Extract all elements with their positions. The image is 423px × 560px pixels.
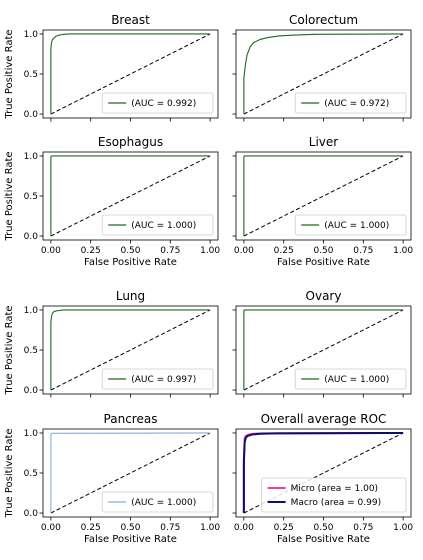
legend-box <box>261 477 407 513</box>
legend-label: Micro (area = 1.00) <box>291 484 378 494</box>
x-tick-label: 0.25 <box>274 246 294 256</box>
legend-label: (AUC = 0.992) <box>131 99 196 109</box>
subplot-lung: Lung 0.0 0.5 1.0 True Positive Rate (AUC = 0.… <box>4 289 219 398</box>
legend-box <box>294 368 407 390</box>
chance-line <box>50 33 211 115</box>
x-tick-label: 0.25 <box>81 523 101 533</box>
subplot-title: Overall average ROC <box>261 412 387 426</box>
legend-label: (AUC = 1.000) <box>324 221 389 231</box>
x-tick-label: 0.25 <box>81 246 101 256</box>
x-tick-label: 0.50 <box>313 523 333 533</box>
legend-label: (AUC = 1.000) <box>131 498 196 508</box>
subplot-liver: Liver 0.00 0.25 0.50 0.75 1.00 False Positive … <box>232 135 413 268</box>
legend-label: Macro (area = 0.99) <box>291 498 382 508</box>
roc-curve-1 <box>243 33 404 115</box>
subplot-title: Breast <box>111 13 150 27</box>
y-tick-label: 0.0 <box>24 509 39 519</box>
x-axis-label: False Positive Rate <box>277 534 370 545</box>
roc-curve-1 <box>243 309 404 391</box>
y-tick-label: 1.0 <box>24 152 39 162</box>
y-axis-label: True Positive Rate <box>4 428 15 518</box>
x-tick-label: 0.75 <box>353 246 373 256</box>
roc-curve-1 <box>50 432 211 514</box>
legend: (AUC = 0.997) <box>101 368 214 390</box>
subplot-colorectum: Colorectum (AUC = 0.972) <box>232 13 412 122</box>
chance-line <box>243 309 404 391</box>
x-tick-label: 0.75 <box>353 523 373 533</box>
subplot-title: Lung <box>116 289 145 303</box>
legend: Micro (area = 1.00) Macro (area = 0.99) <box>261 477 407 513</box>
x-axis-label: False Positive Rate <box>277 257 370 268</box>
chance-line <box>243 33 404 115</box>
legend-label: (AUC = 0.997) <box>131 375 196 385</box>
roc-curve-1 <box>50 309 211 391</box>
subplot-overall-average-roc: Overall average ROC 0.00 0.25 0.50 0.75 1.00 F… <box>232 412 413 545</box>
y-tick-label: 0.0 <box>24 110 39 120</box>
subplot-title: Ovary <box>306 289 342 303</box>
x-tick-label: 1.00 <box>393 246 413 256</box>
roc-curve-1 <box>243 155 404 237</box>
legend: (AUC = 1.000) <box>294 368 407 390</box>
x-axis-label: False Positive Rate <box>84 534 177 545</box>
chance-line <box>243 155 404 237</box>
x-tick-label: 0.00 <box>234 523 254 533</box>
legend: (AUC = 0.972) <box>294 92 407 114</box>
legend-box <box>294 92 407 114</box>
legend: (AUC = 1.000) <box>294 214 407 236</box>
y-tick-label: 1.0 <box>24 30 39 40</box>
x-tick-label: 0.00 <box>41 523 61 533</box>
x-tick-label: 1.00 <box>200 523 220 533</box>
x-tick-label: 0.50 <box>313 246 333 256</box>
y-tick-label: 1.0 <box>24 429 39 439</box>
subplot-esophagus: Esophagus 0.00 0.25 0.50 0.75 1.00 0.0 0.5 1.0 Fa… <box>4 135 220 268</box>
subplot-ovary: Ovary (AUC = 1.000) <box>232 289 412 398</box>
chance-line <box>50 432 211 514</box>
legend-box <box>101 491 214 513</box>
roc-curve-1 <box>50 33 211 115</box>
x-tick-label: 0.00 <box>41 246 61 256</box>
legend-label: (AUC = 1.000) <box>131 221 196 231</box>
x-tick-label: 0.25 <box>274 523 294 533</box>
y-axis-label: True Positive Rate <box>4 151 15 241</box>
x-tick-label: 0.50 <box>120 246 140 256</box>
y-tick-label: 0.5 <box>24 346 38 356</box>
y-axis-label: True Positive Rate <box>4 29 15 119</box>
y-axis-label: True Positive Rate <box>4 305 15 395</box>
y-tick-label: 0.5 <box>24 70 38 80</box>
legend-label: (AUC = 1.000) <box>324 375 389 385</box>
chance-line <box>50 309 211 391</box>
legend: (AUC = 1.000) <box>101 491 214 513</box>
y-tick-label: 1.0 <box>24 306 39 316</box>
legend-box <box>294 214 407 236</box>
x-tick-label: 1.00 <box>200 246 220 256</box>
subplot-breast: Breast 0.0 0.5 1.0 True Positive Rate (AUC = … <box>4 13 219 122</box>
x-tick-label: 0.50 <box>120 523 140 533</box>
subplot-title: Colorectum <box>289 13 358 27</box>
y-tick-label: 0.5 <box>24 469 38 479</box>
subplot-title: Liver <box>309 135 339 149</box>
legend-label: (AUC = 0.972) <box>324 99 389 109</box>
chance-line <box>50 155 211 237</box>
subplot-title: Esophagus <box>98 135 163 149</box>
roc-curve-1 <box>50 155 211 237</box>
x-tick-label: 1.00 <box>393 523 413 533</box>
x-axis-label: False Positive Rate <box>84 257 177 268</box>
legend-box <box>101 92 214 114</box>
y-tick-label: 0.0 <box>24 232 39 242</box>
x-tick-label: 0.75 <box>160 523 180 533</box>
x-tick-label: 0.00 <box>234 246 254 256</box>
subplot-pancreas: Pancreas 0.00 0.25 0.50 0.75 1.00 0.0 0.5 1.0 Fal… <box>4 412 220 545</box>
legend-box <box>101 368 214 390</box>
legend-box <box>101 214 214 236</box>
x-tick-label: 0.75 <box>160 246 180 256</box>
y-tick-label: 0.0 <box>24 386 39 396</box>
roc-curve-2 <box>242 431 404 514</box>
legend: (AUC = 0.992) <box>101 92 214 114</box>
y-tick-label: 0.5 <box>24 192 38 202</box>
legend: (AUC = 1.000) <box>101 214 214 236</box>
subplot-title: Pancreas <box>104 412 158 426</box>
